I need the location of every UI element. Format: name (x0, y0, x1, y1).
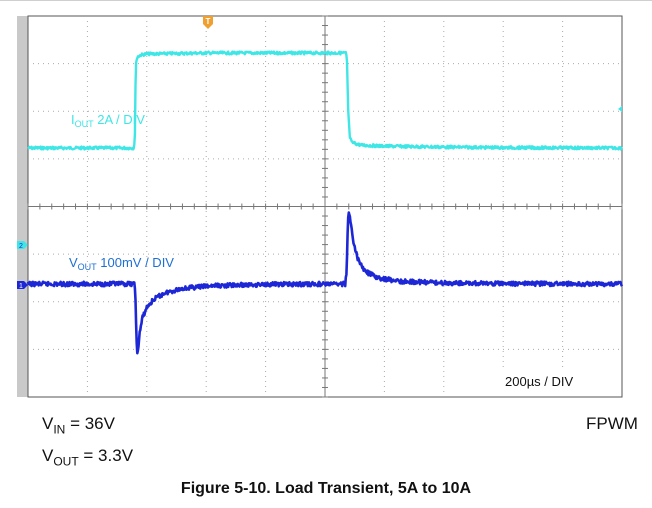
ch1-marker: 1 (17, 281, 28, 290)
traces (26, 50, 624, 355)
svg-text:1: 1 (19, 283, 23, 290)
vout-rest: = 3.3V (78, 446, 134, 465)
svg-text:T: T (206, 17, 211, 26)
trigger-marker: T (203, 16, 213, 29)
vout-sub: OUT (53, 454, 79, 469)
left-channel-bar (17, 16, 28, 397)
iout-label: IOUT 2A / DIV (71, 112, 145, 129)
mode-annotation: FPWM (586, 414, 638, 433)
timebase-label: 200µs / DIV (505, 374, 574, 389)
vout-trace (26, 211, 624, 355)
figure-caption: Figure 5-10. Load Transient, 5A to 10A (180, 480, 472, 497)
graticule (27, 15, 623, 398)
vin-sub: IN (53, 422, 66, 437)
iout-label-sub: OUT (75, 119, 95, 129)
svg-text:2: 2 (19, 243, 23, 250)
vin-annotation: VIN = 36V (42, 414, 115, 436)
ch-offscreen-marker (618, 106, 622, 112)
vin-main: V (42, 414, 54, 433)
iout-label-main: I (71, 112, 75, 127)
ch2-marker: 2 (17, 241, 28, 250)
vout-annotation: VOUT = 3.3V (42, 446, 133, 468)
vout-label-main: V (69, 255, 78, 270)
vout-label-sub: OUT (78, 262, 98, 272)
iout-trace (27, 50, 624, 151)
timebase-box (498, 369, 618, 393)
oscilloscope-capture: IOUT 2A / DIV VOUT 100mV / DIV 200µs / D… (17, 15, 624, 398)
vout-label-rest: 100mV / DIV (97, 255, 175, 270)
top-rule (0, 0, 652, 1)
iout-label-rest: 2A / DIV (94, 112, 146, 127)
vout-label: VOUT 100mV / DIV (69, 255, 174, 272)
vin-rest: = 36V (65, 414, 115, 433)
vout-main: V (42, 446, 54, 465)
